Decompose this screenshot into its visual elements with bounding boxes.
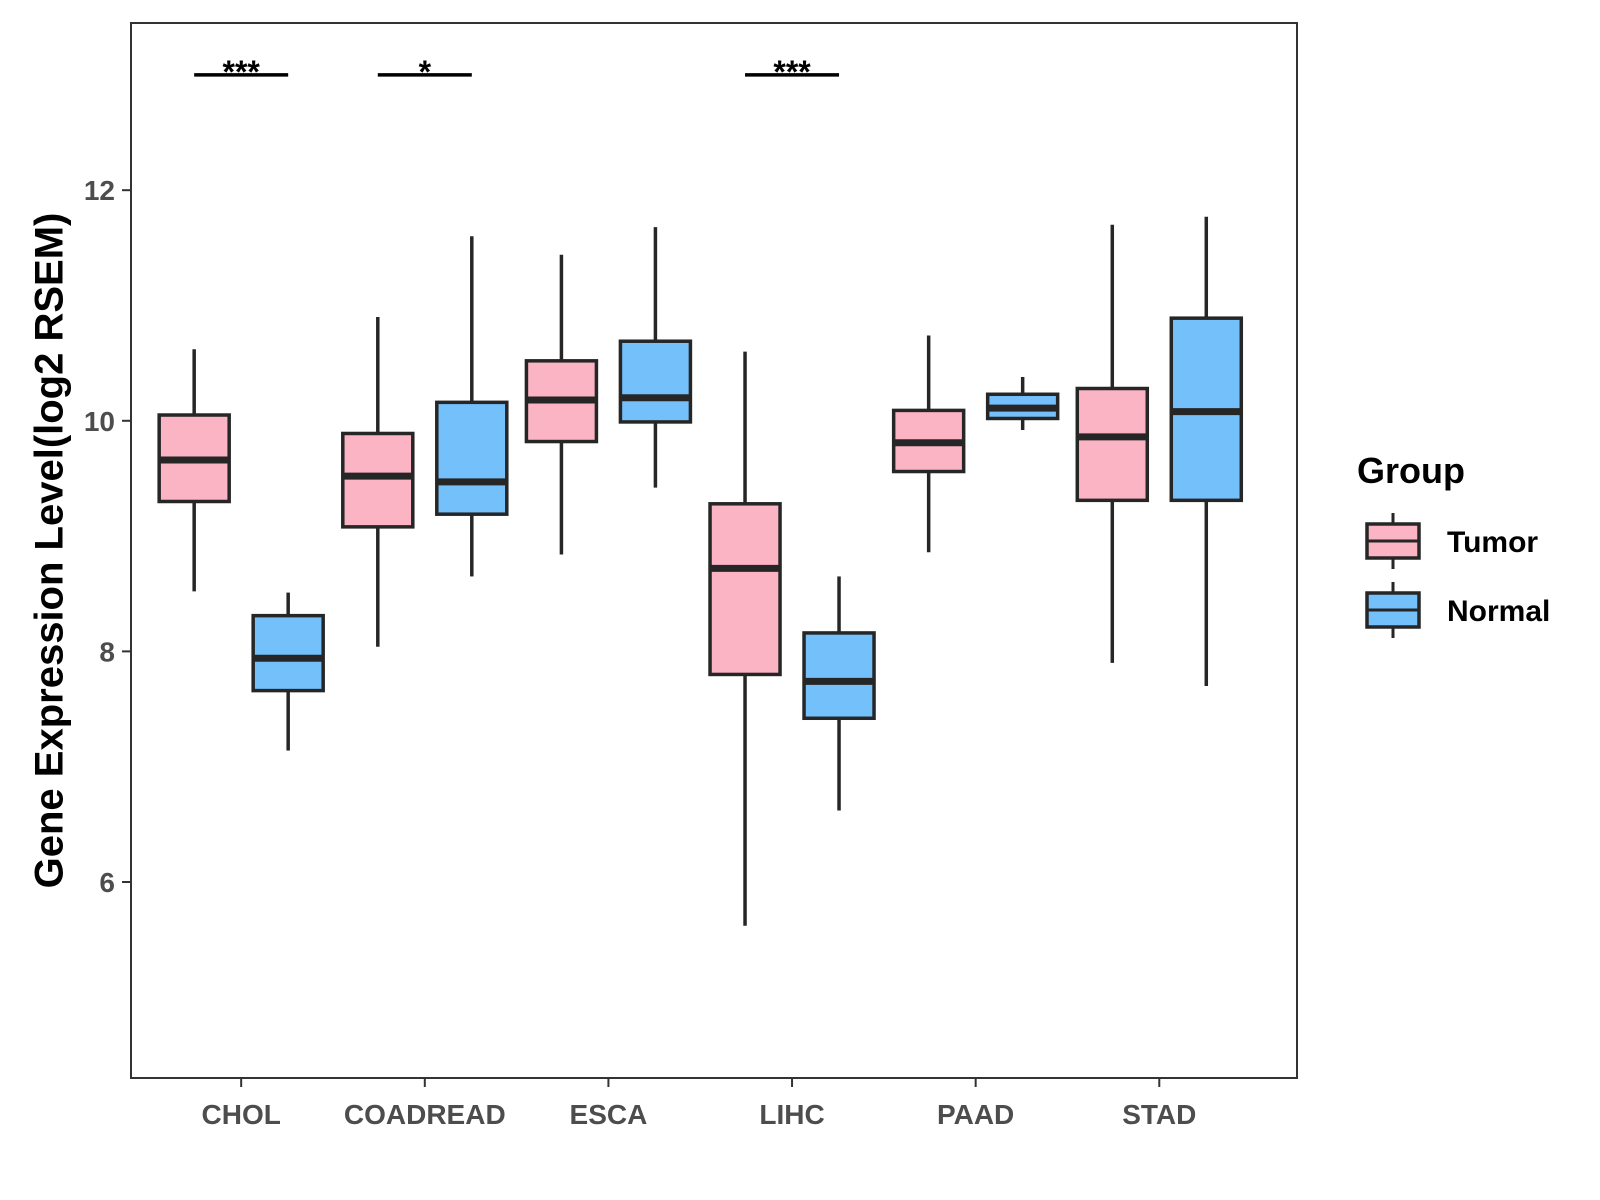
x-tick-label: PAAD — [937, 1099, 1014, 1130]
box-tumor-paad — [891, 335, 966, 553]
significance-lihc: *** — [745, 54, 840, 90]
significance-label: *** — [773, 54, 811, 90]
iqr-box — [1075, 386, 1150, 503]
y-tick-label: 10 — [84, 406, 115, 437]
box-normal-esca — [618, 227, 693, 488]
y-axis: 6 8 10 12 — [84, 175, 131, 898]
plot-marks: *** * *** — [157, 54, 1244, 926]
significance-label: * — [419, 54, 432, 90]
box-tumor-coadread — [341, 317, 415, 647]
x-tick-label: CHOL — [202, 1099, 281, 1130]
iqr-box — [618, 339, 693, 424]
iqr-box — [708, 502, 782, 677]
box-normal-coadread — [435, 236, 509, 577]
x-axis: CHOL COADREAD ESCA LIHC PAAD STAD — [202, 1078, 1196, 1130]
box-normal-chol — [251, 592, 325, 751]
iqr-box — [802, 631, 876, 721]
significance-label: *** — [222, 54, 260, 90]
box-normal-lihc — [802, 576, 876, 811]
box-normal-paad — [985, 376, 1060, 431]
x-tick-label: ESCA — [570, 1099, 648, 1130]
y-tick-label: 6 — [99, 867, 115, 898]
legend-label-normal: Normal — [1447, 595, 1550, 628]
x-tick-label: STAD — [1122, 1099, 1196, 1130]
iqr-box — [251, 613, 325, 693]
legend-key-tumor — [1365, 513, 1421, 569]
y-tick-label: 8 — [99, 636, 115, 667]
legend-title: Group — [1357, 450, 1465, 491]
y-tick-label: 12 — [84, 175, 115, 206]
box-tumor-stad — [1075, 224, 1150, 663]
box-tumor-esca — [524, 254, 599, 555]
iqr-box — [435, 400, 509, 516]
box-tumor-chol — [157, 349, 231, 592]
box-normal-stad — [1169, 216, 1244, 686]
significance-coadread: * — [377, 54, 472, 90]
y-axis-title: Gene Expression Level(log2 RSEM) — [28, 213, 72, 889]
legend-label-tumor: Tumor — [1447, 526, 1538, 559]
iqr-box — [341, 431, 415, 529]
panel-border — [130, 22, 1298, 1079]
box-tumor-lihc — [708, 351, 782, 926]
x-tick-label: COADREAD — [344, 1099, 506, 1130]
x-tick-label: LIHC — [759, 1099, 824, 1130]
legend-key-normal — [1365, 582, 1421, 638]
legend: Group Tumor Normal — [1357, 450, 1550, 638]
significance-chol: *** — [194, 54, 289, 90]
